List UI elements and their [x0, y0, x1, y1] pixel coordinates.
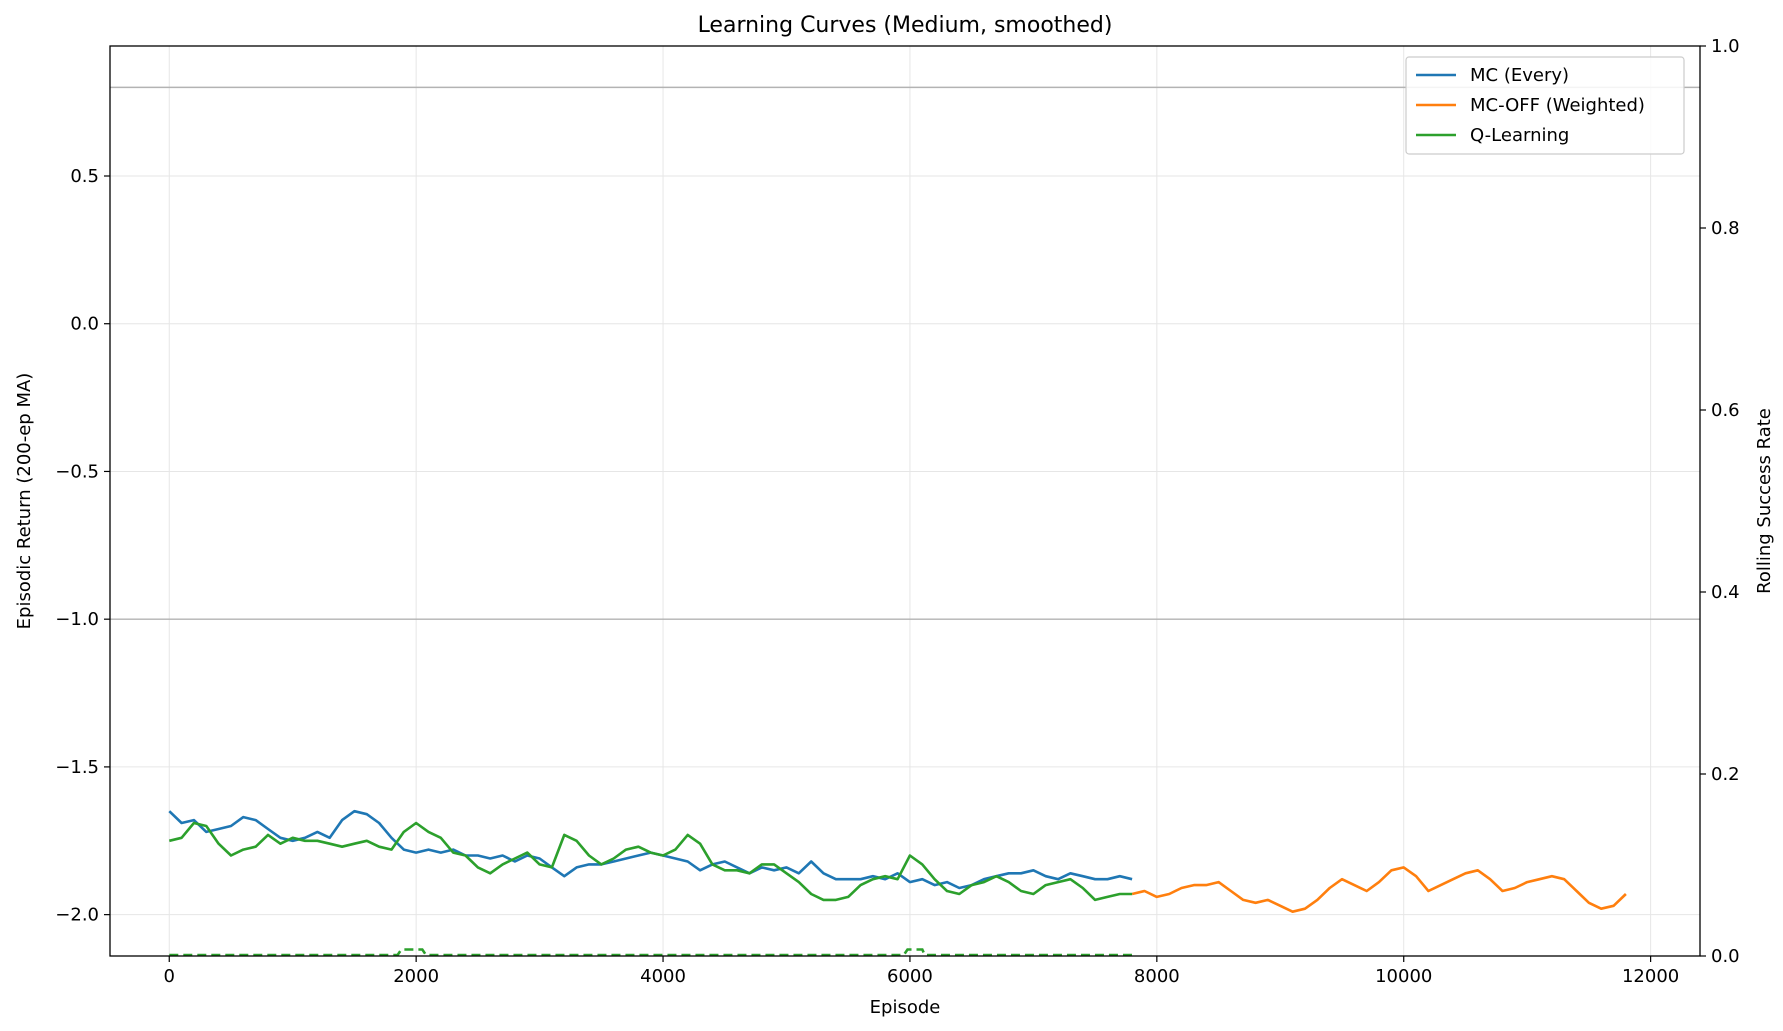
y2-tick-label-0: 0.0: [1711, 946, 1740, 967]
x-tick-label-1: 2000: [393, 966, 439, 987]
y-tick-label-2: −0.5: [55, 461, 99, 482]
y-tick-label-5: −2.0: [55, 905, 99, 926]
legend-label-q-learning: Q-Learning: [1470, 125, 1569, 146]
chart-title: Learning Curves (Medium, smoothed): [698, 13, 1113, 38]
series-line-mc-off-weighted: [1131, 866, 1627, 914]
plot-area-frame: [109, 45, 1701, 957]
y2-tick-label-1: 0.2: [1711, 764, 1740, 785]
y-tick-label-4: −1.5: [55, 757, 99, 778]
y-tick-label-1: 0.0: [70, 314, 99, 335]
series-line-q-learning: [168, 821, 1133, 902]
y2-axis-ticks: 0.0 0.2 0.4 0.6 0.8 1.0: [1700, 36, 1740, 967]
y-tick-label-0: 0.5: [70, 166, 99, 187]
x-tick-label-2: 4000: [640, 966, 686, 987]
x-tick-label-6: 12000: [1622, 966, 1679, 987]
y2-tick-label-2: 0.4: [1711, 582, 1740, 603]
x-tick-label-5: 10000: [1375, 966, 1432, 987]
legend: MC (Every) MC-OFF (Weighted) Q-Learning: [1405, 56, 1685, 155]
y2-tick-label-5: 1.0: [1711, 36, 1740, 57]
y2-tick-label-3: 0.6: [1711, 400, 1740, 421]
y-axis-label: Episodic Return (200-ep MA): [14, 373, 35, 630]
x-tick-label-4: 8000: [1134, 966, 1180, 987]
legend-label-mc-off-weighted: MC-OFF (Weighted): [1470, 95, 1645, 116]
y-axis-ticks: 0.5 0.0 −0.5 −1.0 −1.5 −2.0: [55, 166, 110, 926]
x-tick-label-0: 0: [164, 966, 175, 987]
y2-tick-label-4: 0.8: [1711, 218, 1740, 239]
x-axis-ticks: 0 2000 4000 6000 8000 10000 12000: [164, 956, 1679, 987]
legend-box: [1405, 56, 1685, 155]
x-tick-label-3: 6000: [887, 966, 933, 987]
y-tick-label-3: −1.0: [55, 609, 99, 630]
legend-label-mc-every: MC (Every): [1470, 65, 1569, 86]
series-lines: [168, 809, 1627, 957]
y2-axis-label: Rolling Success Rate: [1754, 408, 1775, 594]
x-axis-label: Episode: [870, 997, 941, 1018]
